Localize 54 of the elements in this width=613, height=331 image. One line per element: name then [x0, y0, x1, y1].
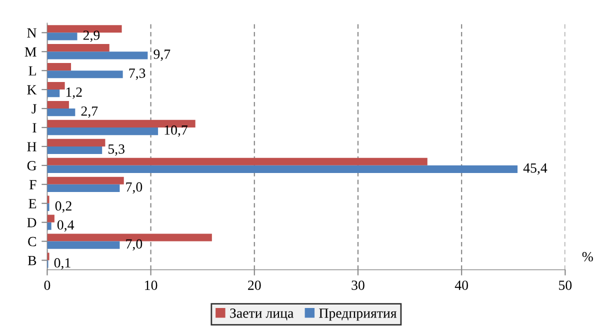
data-label: 5,3 — [108, 144, 124, 156]
bar — [47, 214, 54, 222]
bar — [47, 184, 120, 192]
x-tick-label: 10 — [145, 280, 158, 290]
x-tick-label: 50 — [559, 280, 572, 290]
data-label: 7,0 — [126, 182, 142, 194]
bar — [47, 128, 158, 136]
bar — [47, 82, 65, 90]
data-label: 0,4 — [57, 220, 74, 232]
data-label: 7,3 — [129, 68, 146, 80]
legend-label: Предприятия — [319, 308, 397, 321]
bar — [47, 158, 428, 166]
bar — [47, 63, 72, 71]
x-tick-label: 30 — [352, 280, 364, 290]
data-label: 2,9 — [83, 30, 100, 42]
x-axis-title: % — [582, 252, 593, 262]
y-tick-label: I — [32, 123, 36, 132]
y-tick-label: N — [27, 28, 36, 38]
y-tick-label: H — [27, 142, 36, 152]
y-tick-label: L — [28, 66, 36, 76]
y-tick-label: J — [32, 104, 36, 114]
bar — [47, 146, 102, 154]
y-tick-label: F — [29, 180, 36, 190]
bar — [47, 100, 69, 109]
data-label: 0,1 — [54, 258, 70, 270]
bar — [47, 176, 124, 184]
data-label: 2,7 — [81, 106, 98, 118]
y-tick-label: M — [24, 47, 36, 56]
legend-label: Заети лица — [230, 308, 294, 320]
data-label: 9,7 — [154, 50, 170, 61]
bar — [47, 108, 76, 116]
data-label: 7,0 — [126, 239, 142, 251]
bar — [47, 70, 123, 78]
bar — [47, 44, 110, 52]
data-label: 10,7 — [164, 125, 188, 137]
bar — [47, 241, 120, 249]
bar — [47, 90, 60, 98]
bar — [47, 52, 148, 60]
y-tick-label: D — [27, 218, 36, 228]
x-tick-label: 0 — [44, 280, 50, 290]
y-tick-label: B — [28, 256, 36, 266]
y-tick-label: E — [28, 199, 36, 208]
bar — [47, 32, 78, 40]
y-tick-label: G — [27, 161, 36, 170]
data-label: 45,4 — [523, 163, 548, 175]
y-tick-label: C — [28, 236, 36, 246]
bar — [47, 138, 106, 146]
bar — [47, 165, 518, 174]
bar — [47, 222, 52, 230]
data-label: 1,2 — [66, 88, 82, 99]
x-tick-label: 20 — [248, 280, 261, 290]
data-label: 0,2 — [55, 201, 72, 213]
y-tick-label: K — [27, 85, 37, 94]
x-tick-label: 40 — [454, 280, 468, 290]
